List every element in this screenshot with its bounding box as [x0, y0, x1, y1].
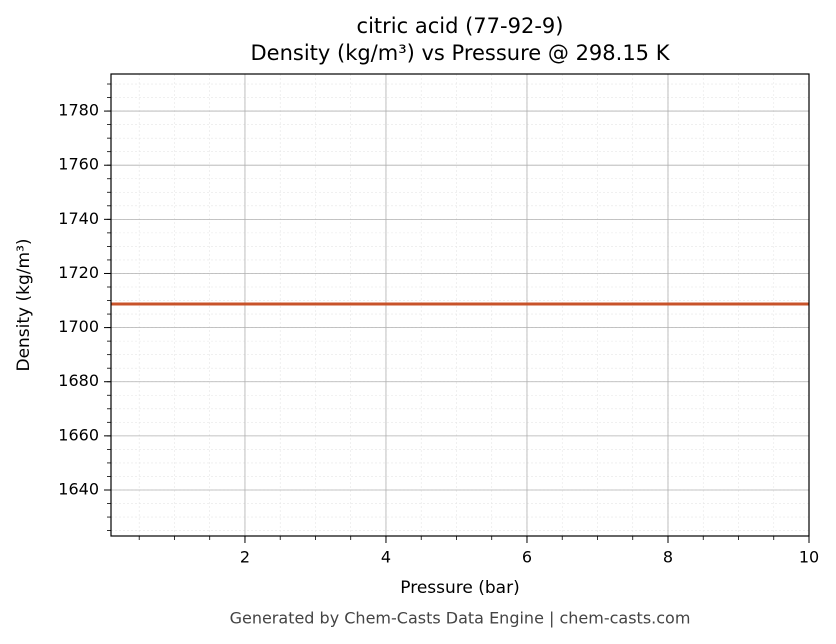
y-axis-label: Density (kg/m³)	[14, 238, 34, 371]
x-tick-label: 4	[381, 548, 391, 567]
x-axis-label: Pressure (bar)	[400, 578, 519, 598]
y-tick-label: 1740	[58, 209, 99, 228]
x-tick-label: 2	[240, 548, 250, 567]
y-tick-label: 1760	[58, 155, 99, 174]
y-tick-label: 1700	[58, 317, 99, 336]
plot-frame	[110, 73, 810, 537]
x-tick-label: 8	[663, 548, 673, 567]
x-tick-label: 6	[522, 548, 532, 567]
y-tick-label: 1780	[58, 101, 99, 120]
x-tick-label: 10	[799, 548, 819, 567]
footer: Generated by Chem-Casts Data Engine | ch…	[230, 609, 691, 628]
chart-title: citric acid (77-92-9)	[357, 14, 564, 38]
y-tick-label: 1680	[58, 371, 99, 390]
y-tick-label: 1720	[58, 263, 99, 282]
y-tick-label: 1660	[58, 425, 99, 444]
y-tick-label: 1640	[58, 479, 99, 498]
chart-subtitle: Density (kg/m³) vs Pressure @ 298.15 K	[250, 41, 670, 65]
